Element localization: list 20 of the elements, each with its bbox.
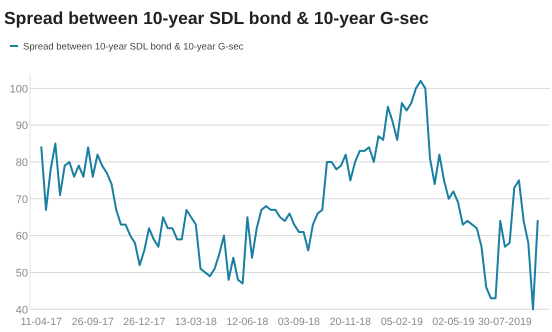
x-tick-label: 13-03-18 xyxy=(174,316,218,328)
x-tick-label: 30-07-2019 xyxy=(478,316,532,328)
y-tick-label: 70 xyxy=(16,194,28,206)
x-tick-label: 11-04-17 xyxy=(20,316,62,328)
x-tick-label: 05-02-19 xyxy=(380,316,424,328)
x-tick-label: 03-09-18 xyxy=(278,316,320,328)
x-tick-label: 12-06-18 xyxy=(226,316,269,328)
x-tick-label: 20-11-18 xyxy=(330,316,372,328)
legend-label: Spread between 10-year SDL bond & 10-year G-sec xyxy=(23,42,244,52)
y-tick-label: 100 xyxy=(10,83,28,96)
x-tick-label: 26-12-17 xyxy=(123,316,166,328)
line-series xyxy=(40,80,539,310)
y-tick-label: 90 xyxy=(16,120,28,132)
chart-title: Spread between 10-year SDL bond & 10-year G-sec xyxy=(4,8,429,28)
y-tick-label: 40 xyxy=(16,304,28,316)
x-tick-label: 26-09-17 xyxy=(72,316,114,328)
y-tick-label: 80 xyxy=(16,156,28,169)
y-tick-label: 50 xyxy=(16,267,28,280)
y-tick-label: 60 xyxy=(16,230,28,243)
x-tick-label: 02-05-19 xyxy=(432,316,475,328)
